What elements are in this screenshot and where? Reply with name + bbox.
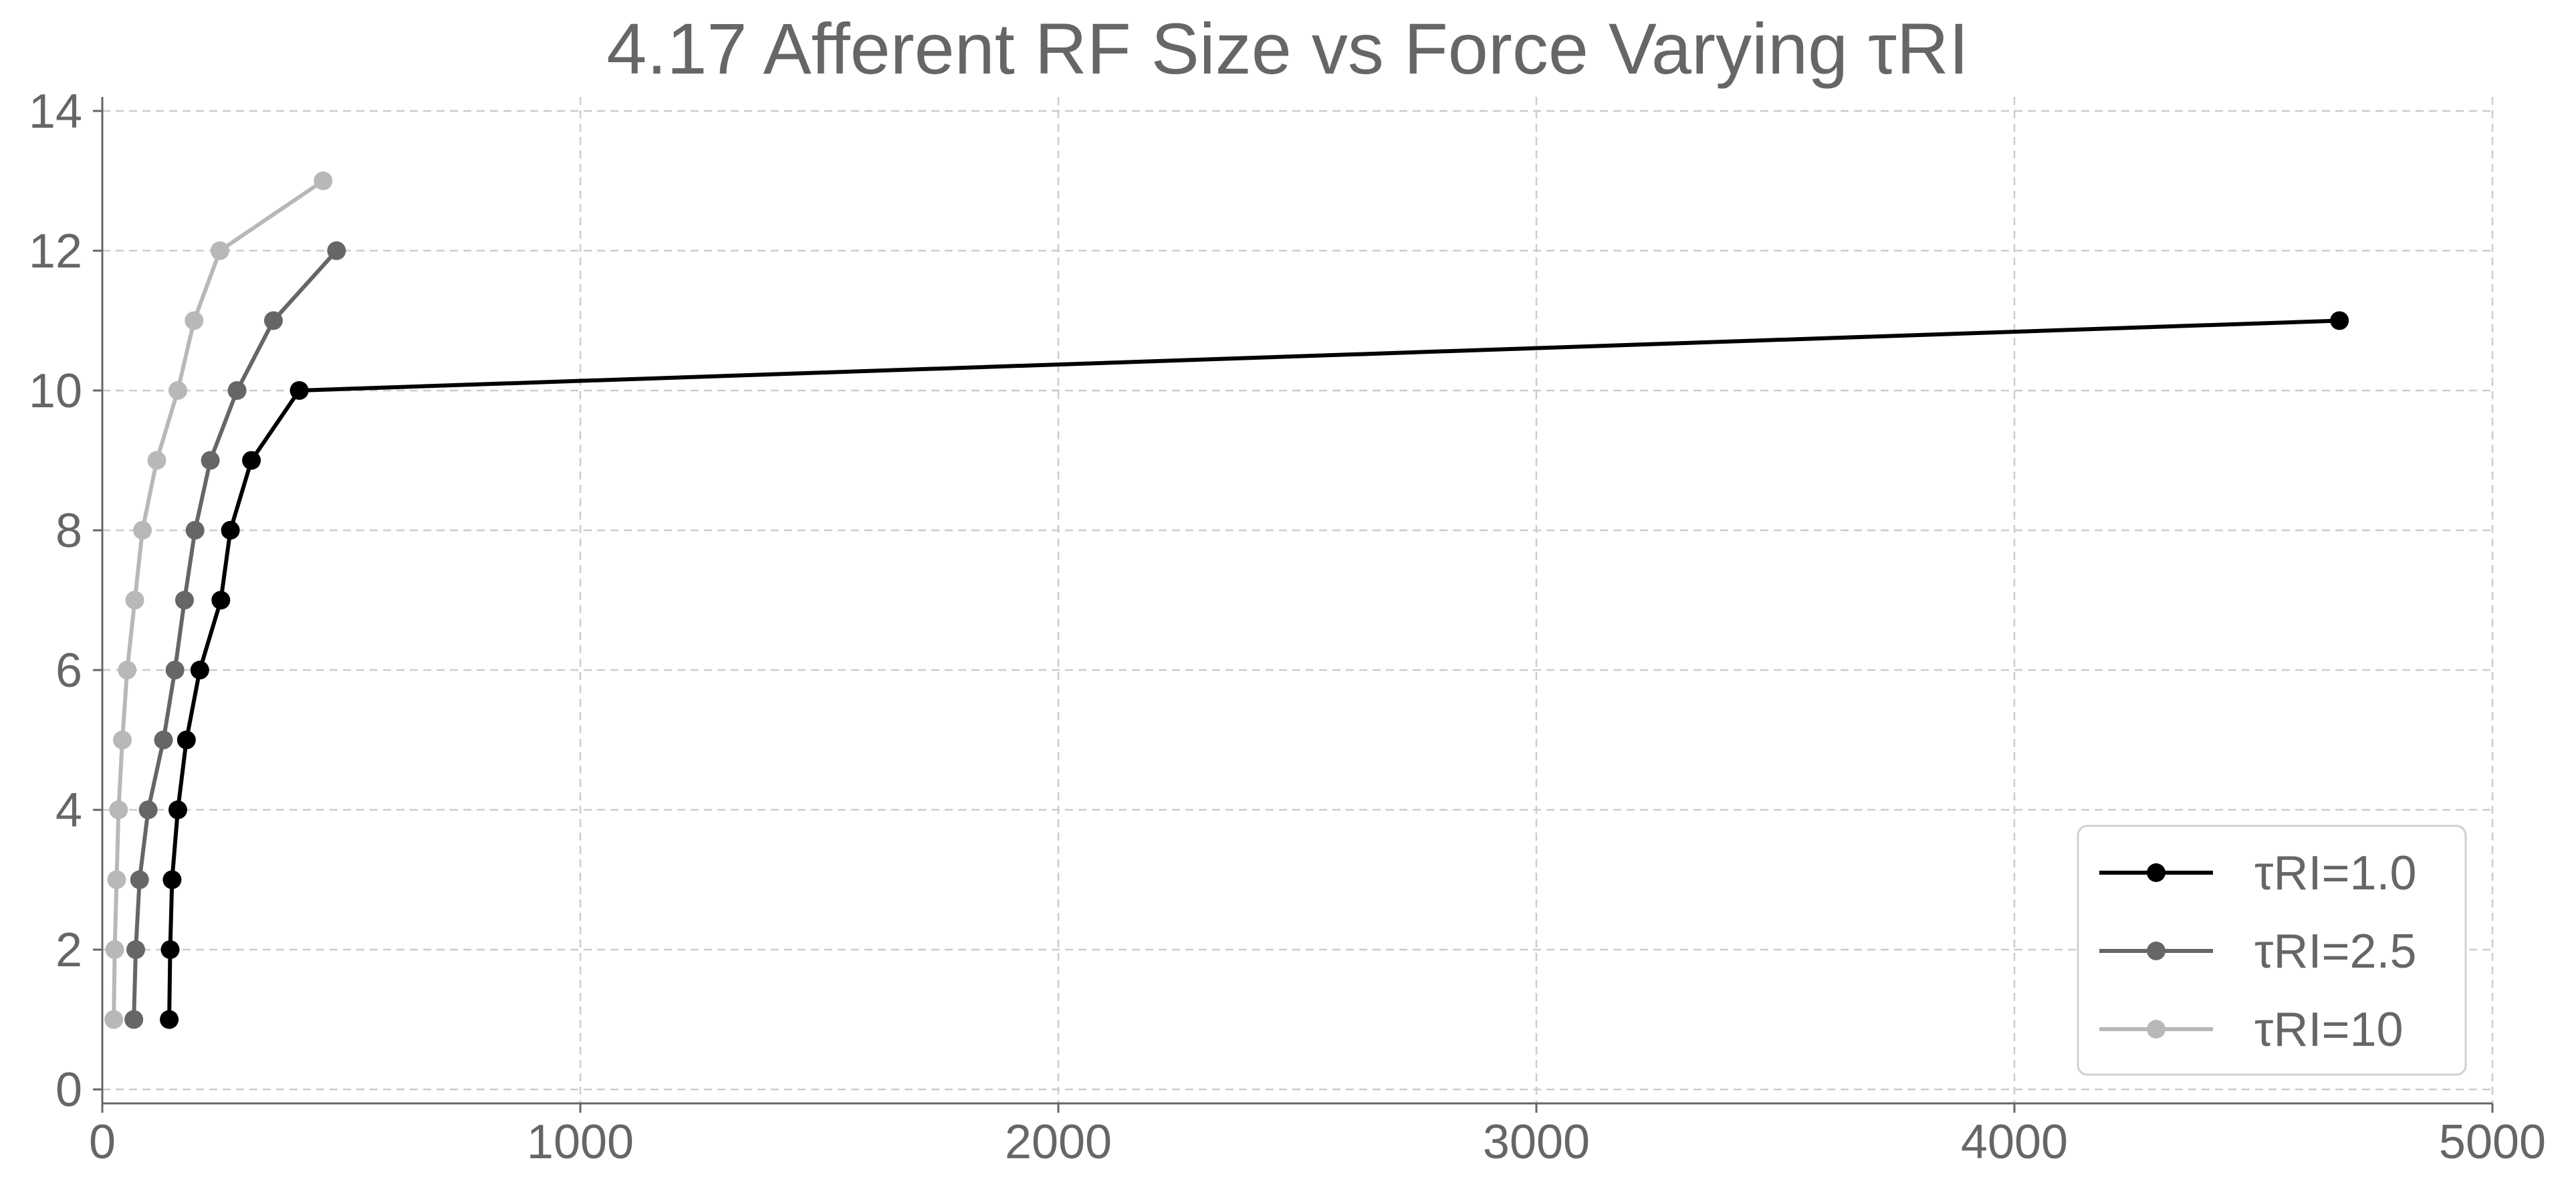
- data-point: [210, 241, 229, 260]
- x-tick-label: 4000: [1961, 1115, 2068, 1169]
- grid-layer: [101, 97, 2494, 1103]
- data-point: [124, 1010, 144, 1029]
- data-point: [174, 590, 194, 610]
- legend-item: τRI=2.5: [2099, 925, 2417, 978]
- data-point: [190, 661, 209, 680]
- y-tick-label: 6: [55, 644, 82, 697]
- legend-label: τRI=1.0: [2254, 847, 2417, 900]
- data-point: [227, 381, 247, 400]
- data-point: [113, 730, 132, 750]
- data-point: [160, 1010, 179, 1029]
- legend-item: τRI=1.0: [2099, 847, 2417, 900]
- data-point: [162, 870, 182, 889]
- x-tick-label: 1000: [527, 1115, 634, 1169]
- data-point: [154, 730, 173, 750]
- data-point: [211, 590, 231, 610]
- data-point: [185, 311, 204, 330]
- legend-box: [2077, 825, 2467, 1076]
- data-point: [221, 520, 240, 540]
- data-point: [314, 171, 333, 191]
- legend: τRI=1.0 τRI=2.5 τRI=10: [2077, 825, 2467, 1076]
- legend-marker: [2147, 863, 2165, 882]
- data-point: [109, 800, 128, 820]
- data-point: [125, 590, 144, 610]
- data-point: [201, 451, 220, 470]
- data-point: [177, 730, 196, 750]
- data-point: [130, 870, 149, 889]
- y-tick-label: 12: [29, 225, 82, 278]
- data-point: [168, 381, 187, 400]
- data-point: [133, 520, 152, 540]
- data-point: [118, 661, 137, 680]
- legend-marker: [2147, 942, 2165, 960]
- data-point: [104, 1010, 124, 1029]
- axes-layer: 0 1000 2000 3000 4000 5000 0 2 4 6 8 10 12 14: [29, 85, 2546, 1169]
- data-point: [107, 870, 126, 889]
- legend-label: τRI=2.5: [2254, 925, 2417, 978]
- data-point: [147, 451, 166, 470]
- legend-marker: [2147, 1020, 2165, 1039]
- x-tick-label: 5000: [2439, 1115, 2546, 1169]
- y-tick-label: 4: [55, 784, 82, 837]
- series-3: [104, 171, 333, 1029]
- series-line: [132, 249, 338, 1020]
- y-tick-label: 8: [55, 504, 82, 558]
- data-point: [126, 940, 146, 960]
- data-point: [165, 661, 185, 680]
- x-tick-label: 2000: [1005, 1115, 1112, 1169]
- x-tick-label: 3000: [1483, 1115, 1590, 1169]
- data-point: [168, 800, 187, 820]
- series-layer: [104, 171, 2349, 1029]
- y-tick-label: 0: [55, 1063, 82, 1117]
- data-point: [289, 381, 309, 400]
- data-point: [138, 800, 158, 820]
- series-2: [124, 241, 346, 1029]
- data-point: [160, 940, 180, 960]
- legend-item: τRI=10: [2099, 1003, 2404, 1057]
- data-point: [2330, 311, 2349, 330]
- series-1: [160, 311, 2349, 1029]
- data-point: [105, 940, 124, 960]
- y-tick-label: 10: [29, 364, 82, 418]
- data-point: [327, 241, 346, 260]
- data-point: [242, 451, 261, 470]
- x-tick-label: 0: [89, 1115, 116, 1169]
- legend-label: τRI=10: [2254, 1003, 2404, 1057]
- chart-title: 4.17 Afferent RF Size vs Force Varying τ…: [606, 8, 1969, 89]
- data-point: [263, 311, 283, 330]
- y-tick-label: 14: [29, 85, 82, 138]
- data-point: [185, 520, 205, 540]
- y-tick-label: 2: [55, 924, 82, 977]
